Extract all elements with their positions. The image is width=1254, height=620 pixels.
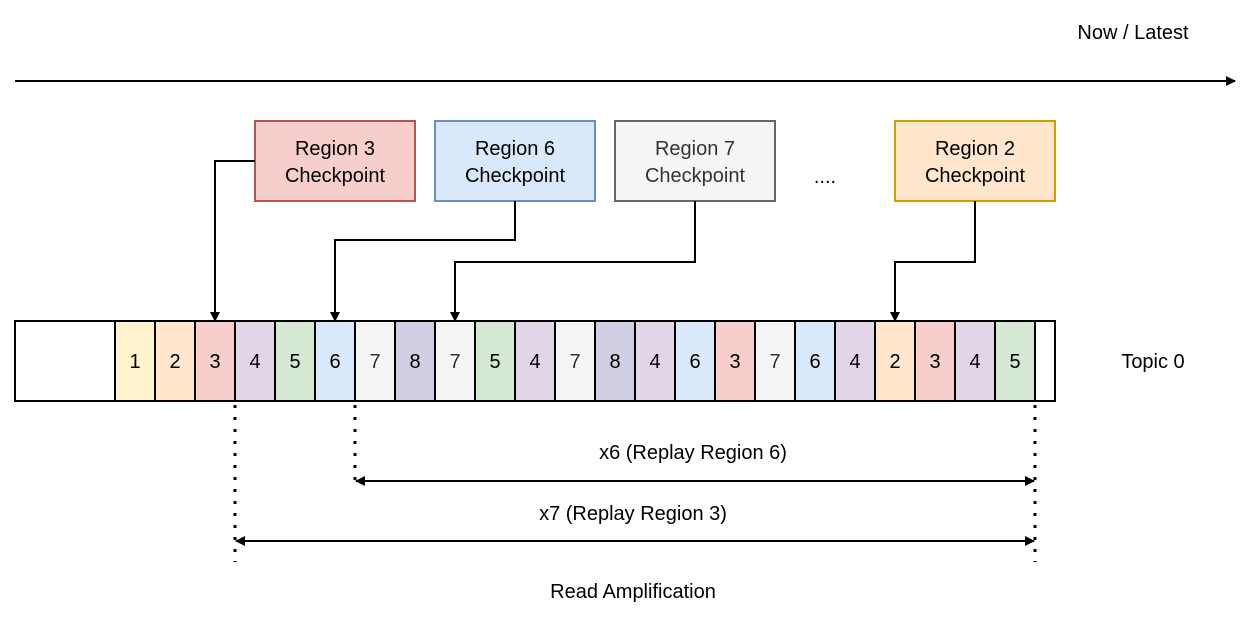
partition-record-region-3: 3 [194,320,236,402]
partition-record-region-4: 4 [834,320,876,402]
record-label: 7 [569,351,580,373]
checkpoint-box [614,120,776,202]
checkpoint-subtitle: Checkpoint [285,165,386,187]
partition-record-region-5: 5 [994,320,1036,402]
record-label: 7 [449,351,460,373]
checkpoint-title: Region 2 [935,138,1015,160]
region-2-checkpoint-arrow [890,201,976,322]
record-cell [914,320,956,402]
record-label: 3 [729,351,740,373]
record-label: 4 [649,351,660,373]
partition-record-region-8: 8 [594,320,636,402]
checkpoint-box [894,120,1056,202]
record-label: 7 [369,351,380,373]
record-cell [474,320,516,402]
checkpoint-title: Region 3 [295,138,375,160]
record-label: 3 [929,351,940,373]
partition-record-region-8: 8 [394,320,436,402]
region-2-checkpoint: Region 2 Checkpoint [894,120,1056,202]
record-cell [714,320,756,402]
record-label: 4 [249,351,260,373]
record-cell [514,320,556,402]
region-3-checkpoint-arrow [210,160,255,322]
partition-record-region-1: 1 [114,320,156,402]
record-label: 6 [329,351,340,373]
record-cell [874,320,916,402]
record-cell [354,320,396,402]
partition-record-region-4: 4 [514,320,556,402]
partition-record-region-5: 5 [274,320,316,402]
ellipsis: .... [814,166,836,188]
record-label: 2 [169,351,180,373]
partition-record-region-2: 2 [874,320,916,402]
checkpoint-title: Region 7 [655,138,735,160]
record-cell [434,320,476,402]
topic-label: Topic 0 [1121,351,1184,373]
replay-region-3-label: x7 (Replay Region 3) [539,503,727,525]
record-cell [834,320,876,402]
record-label: 5 [1009,351,1020,373]
partition-record-region-7: 7 [434,320,476,402]
record-cell [274,320,316,402]
record-cell [954,320,996,402]
checkpoint-subtitle: Checkpoint [925,165,1026,187]
region-3-checkpoint: Region 3 Checkpoint [254,120,416,202]
record-label: 6 [689,351,700,373]
partition-record-region-6: 6 [794,320,836,402]
partition-record-region-7: 7 [554,320,596,402]
read-amplification-caption: Read Amplification [550,581,716,603]
record-label: 7 [769,351,780,373]
record-cell [314,320,356,402]
record-cell [994,320,1036,402]
partition-record-region-3: 3 [714,320,756,402]
partition-record-region-2: 2 [154,320,196,402]
region-7-checkpoint: Region 7 Checkpoint [614,120,776,202]
partition-record-region-3: 3 [914,320,956,402]
partition-record-region-4: 4 [634,320,676,402]
record-label: 6 [809,351,820,373]
now-latest-label: Now / Latest [1077,22,1189,44]
partition-record-region-7: 7 [754,320,796,402]
record-cell [594,320,636,402]
region-6-checkpoint-arrow [330,201,516,322]
partition-record-region-7: 7 [354,320,396,402]
region-7-checkpoint-arrow [450,201,696,322]
record-cell [674,320,716,402]
record-label: 4 [529,351,540,373]
region-6-checkpoint: Region 6 Checkpoint [434,120,596,202]
checkpoint-subtitle: Checkpoint [465,165,566,187]
partition-record-region-4: 4 [954,320,996,402]
partition-record-region-5: 5 [474,320,516,402]
checkpoint-title: Region 6 [475,138,555,160]
partition-record-region-4: 4 [234,320,276,402]
replay-region-6-label: x6 (Replay Region 6) [599,442,787,464]
record-label: 3 [209,351,220,373]
checkpoint-box [254,120,416,202]
record-label: 1 [129,351,140,373]
record-cell [154,320,196,402]
checkpoint-subtitle: Checkpoint [645,165,746,187]
record-label: 8 [409,351,420,373]
record-label: 2 [889,351,900,373]
record-label: 8 [609,351,620,373]
record-label: 5 [289,351,300,373]
record-label: 5 [489,351,500,373]
checkpoint-box [434,120,596,202]
record-cell [194,320,236,402]
record-label: 4 [969,351,980,373]
record-cell [394,320,436,402]
record-cell [634,320,676,402]
partition-record-region-6: 6 [314,320,356,402]
record-label: 4 [849,351,860,373]
partition-record-region-6: 6 [674,320,716,402]
